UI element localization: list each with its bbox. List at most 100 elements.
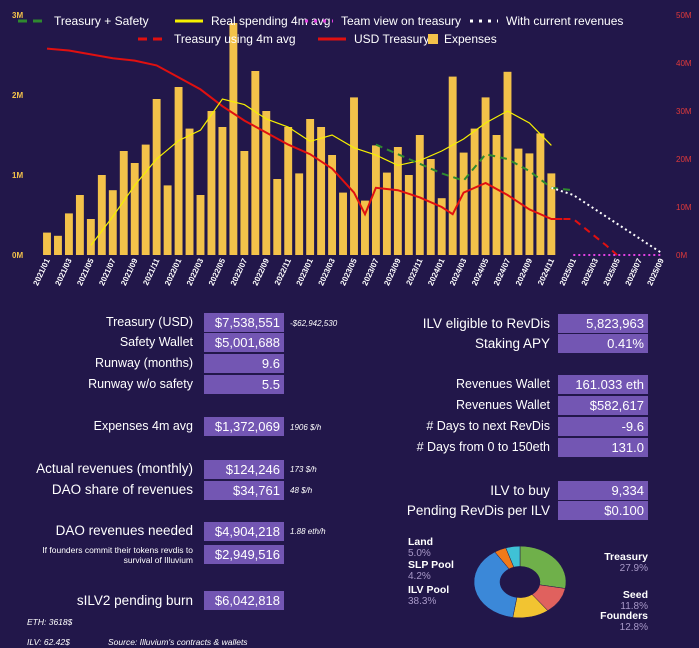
x-tick-label: 2024/11 [536,257,556,287]
expense-bar [43,232,51,255]
source-note: Source: Illuvium's contracts & wallets [108,637,248,647]
y2-tick-label: 20M [676,155,692,164]
dao-share-value: $34,761 [204,481,284,500]
donut-slice-treasury [519,545,567,589]
expense-bar [240,151,249,255]
donut-slice-land [505,545,521,568]
expenses-4m-note: 1906 $/h [290,423,322,432]
legend-label: With current revenues [506,14,623,28]
x-tick-label: 2025/09 [645,257,666,288]
expenses-4m-value: $1,372,069 [204,417,284,436]
runway-label: Runway (months) [95,356,193,370]
expense-bar [295,173,304,255]
expense-bar [174,87,183,255]
expense-bar [75,195,84,255]
dao-share-note: 48 $/h [290,486,313,495]
expense-bar [108,190,117,255]
expense-bar [536,133,545,255]
founders-commit-value: $2,949,516 [204,545,284,564]
dao-revenues-needed-label: DAO revenues needed [55,523,193,538]
expense-bar [262,111,271,255]
x-tick-label: 2022/11 [273,257,293,287]
revenues-wallet-usd-label: Revenues Wallet [455,398,550,412]
days-next-revdis-value: -9.6 [558,417,648,436]
x-tick-label: 2023/01 [295,257,316,288]
x-tick-label: 2025/07 [624,257,645,288]
y2-tick-label: 50M [676,11,692,20]
x-tick-label: 2022/05 [207,257,228,288]
expense-bar [470,128,479,255]
expense-bar [86,219,95,255]
ilv-to-buy-value: 9,334 [558,481,648,500]
expense-bar [415,135,424,255]
x-tick-label: 2023/07 [360,257,381,288]
expense-bar [339,192,347,255]
expense-bar [54,235,62,255]
silv2-burn-label: sILV2 pending burn [76,593,193,608]
expense-bar [273,179,282,255]
y2-tick-label: 0M [676,251,687,260]
legend-label: Real spending 4m avg [211,14,330,28]
x-tick-label: 2022/03 [185,257,206,288]
runway-value: 9.6 [204,354,284,373]
expense-bar [481,97,490,256]
donut-label: Founders [600,610,648,622]
expense-bar [404,175,413,255]
donut-pct: 12.8% [620,622,648,633]
donut-pct: 4.2% [408,571,431,582]
donut-label: Land [408,536,433,548]
x-tick-label: 2021/11 [141,257,161,287]
days-next-revdis-label: # Days to next RevDis [426,419,550,433]
donut-slice-ilv-pool [473,551,518,618]
expense-bar [328,155,337,255]
expenses-4m-label: Expenses 4m avg [93,419,193,433]
treasury-usd-note: -$62,942,530 [290,319,338,328]
expense-bar [64,213,73,255]
series-line-treasury-safety [375,143,574,192]
expense-bar [97,175,106,255]
days-0-150-label: # Days from 0 to 150eth [416,440,550,454]
y-tick-label: 0M [12,251,23,260]
y-tick-label: 1M [12,171,23,180]
days-0-150-value: 131.0 [558,438,648,457]
x-tick-label: 2021/03 [53,257,74,288]
dao-share-label: DAO share of revenues [51,482,193,497]
donut-pct: 27.9% [620,563,648,574]
expense-bar [393,147,402,255]
treasury-usd-label: Treasury (USD) [105,315,193,329]
expense-bar [459,152,468,255]
revenues-wallet-eth-label: Revenues Wallet [455,377,550,391]
founders-commit-label: If founders commit their tokens revdis t… [42,545,193,565]
x-tick-label: 2022/09 [251,257,272,288]
x-tick-label: 2022/07 [229,257,250,288]
runway-wo-safety-value: 5.5 [204,375,284,394]
x-tick-label: 2025/03 [580,257,601,288]
x-tick-label: 2024/09 [514,257,535,288]
expense-bar [350,97,358,256]
legend-label: Expenses [444,32,497,46]
expense-bar [185,128,194,255]
expense-bar [207,111,216,255]
revenues-wallet-usd-value: $582,617 [558,396,648,415]
x-tick-label: 2023/05 [338,257,359,288]
expense-bar [525,153,534,255]
safety-wallet-value: $5,001,688 [204,333,284,352]
x-tick-label: 2021/05 [75,257,96,288]
expense-bar [371,145,380,255]
legend-label: USD Treasury [354,32,429,46]
x-tick-label: 2024/05 [470,257,491,288]
actual-revenues-value: $124,246 [204,460,284,479]
x-tick-label: 2025/05 [602,257,623,288]
x-tick-label: 2021/01 [31,257,52,288]
x-tick-label: 2023/11 [404,257,424,287]
expense-bar [547,173,556,255]
expense-bar [119,151,128,255]
expense-bar [306,119,315,255]
y-tick-label: 2M [12,91,23,100]
ilv-eligible-label: ILV eligible to RevDis [422,316,550,331]
expense-bar [448,76,457,255]
x-tick-label: 2022/01 [163,257,184,288]
expense-bar [229,23,238,255]
